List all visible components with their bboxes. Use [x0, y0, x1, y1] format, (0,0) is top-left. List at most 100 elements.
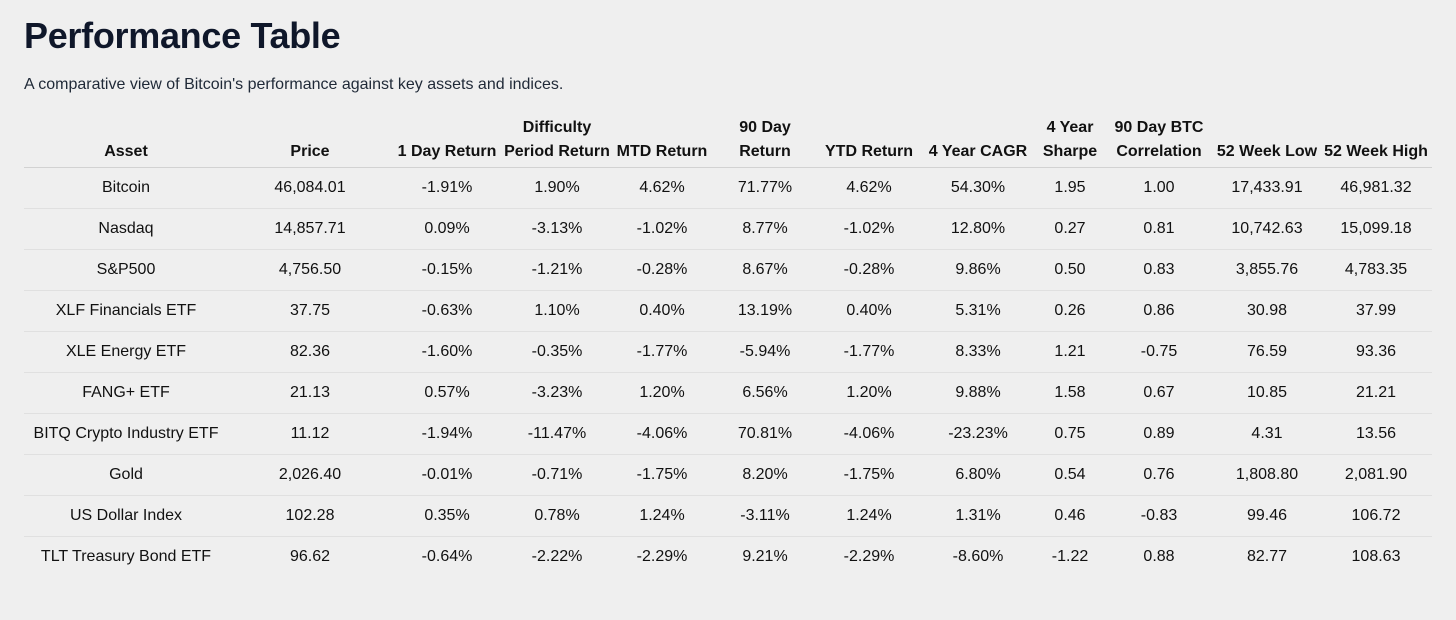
table-row: S&P500 4,756.50 -0.15% -1.21% -0.28% 8.6… — [24, 249, 1432, 291]
cell-asset: FANG+ ETF — [24, 372, 228, 414]
cell-4-year-sharpe: 0.46 — [1036, 495, 1104, 537]
cell-difficulty-period-return: -11.47% — [502, 413, 612, 455]
cell-ytd-return: -4.06% — [818, 413, 920, 455]
cell-4-year-cagr: 54.30% — [920, 167, 1036, 209]
col-52-week-high: 52 Week High — [1320, 116, 1432, 168]
table-row: XLF Financials ETF 37.75 -0.63% 1.10% 0.… — [24, 290, 1432, 332]
cell-90-day-btc-correlation: 0.86 — [1104, 290, 1214, 332]
cell-4-year-cagr: -8.60% — [952, 548, 1004, 565]
cell-52-week-high: 93.36 — [1320, 331, 1432, 373]
cell-price: 96.62 — [289, 548, 331, 565]
cell-52-week-low: 17,433.91 — [1214, 167, 1320, 209]
cell-1-day-return: -0.15% — [392, 249, 502, 291]
cell-difficulty-period-return: -0.35% — [502, 331, 612, 373]
cell-asset: XLF Financials ETF — [24, 290, 228, 332]
page-title: Performance Table — [24, 15, 341, 56]
cell-1-day-return: -0.01% — [392, 454, 502, 496]
cell-52-week-low: 99.46 — [1214, 495, 1320, 537]
cell-mtd-return: -0.28% — [612, 249, 712, 291]
table-row: BITQ Crypto Industry ETF 11.12 -1.94% -1… — [24, 413, 1432, 455]
cell-4-year-cagr: 8.33% — [920, 331, 1036, 373]
cell-1-day-return: -1.94% — [392, 413, 502, 455]
table-row: FANG+ ETF 21.13 0.57% -3.23% 1.20% 6.56%… — [24, 372, 1432, 414]
cell-asset: Nasdaq — [24, 208, 228, 250]
cell-1-day-return: 0.09% — [392, 208, 502, 250]
cell-52-week-low: 10.85 — [1214, 372, 1320, 414]
cell-asset: XLE Energy ETF — [24, 331, 228, 373]
cell-90-day-btc-correlation: 0.89 — [1104, 413, 1214, 455]
cell-52-week-high: 15,099.18 — [1320, 208, 1432, 250]
cell-90-day-return: 9.21% — [742, 548, 788, 565]
col-mtd-return: MTD Return — [612, 116, 712, 168]
cell-90-day-return: -5.94% — [712, 331, 818, 373]
cell-52-week-high: 46,981.32 — [1320, 167, 1432, 209]
col-90-day-return: 90 Day Return — [712, 116, 818, 168]
table-row: Gold 2,026.40 -0.01% -0.71% -1.75% 8.20%… — [24, 454, 1432, 496]
cell-4-year-sharpe: -1.22 — [1051, 548, 1089, 565]
cell-mtd-return: 1.24% — [612, 495, 712, 537]
cell-mtd-return: -4.06% — [612, 413, 712, 455]
table-row: US Dollar Index 102.28 0.35% 0.78% 1.24%… — [24, 495, 1432, 537]
cell-4-year-cagr: 9.88% — [920, 372, 1036, 414]
cell-52-week-low: 10,742.63 — [1214, 208, 1320, 250]
cell-90-day-return: 8.20% — [712, 454, 818, 496]
cell-90-day-return: 70.81% — [712, 413, 818, 455]
cell-4-year-cagr: 9.86% — [920, 249, 1036, 291]
cell-1-day-return: -1.60% — [392, 331, 502, 373]
col-4-year-cagr: 4 Year CAGR — [920, 116, 1036, 168]
col-52-week-low: 52 Week Low — [1214, 116, 1320, 168]
table-body: Bitcoin 46,084.01 -1.91% 1.90% 4.62% 71.… — [24, 167, 1432, 578]
cell-52-week-low: 4.31 — [1214, 413, 1320, 455]
cell-4-year-sharpe: 1.95 — [1036, 167, 1104, 209]
cell-4-year-sharpe: 0.26 — [1036, 290, 1104, 332]
table-row: TLT Treasury Bond ETF 96.62 -0.64% -2.22… — [24, 537, 1432, 578]
cell-price: 37.75 — [228, 290, 392, 332]
cell-4-year-cagr: 1.31% — [920, 495, 1036, 537]
cell-asset: Bitcoin — [24, 167, 228, 209]
cell-52-week-high: 4,783.35 — [1320, 249, 1432, 291]
col-difficulty-period-return: Difficulty Period Return — [502, 116, 612, 168]
col-asset: Asset — [24, 116, 228, 168]
cell-4-year-sharpe: 0.27 — [1036, 208, 1104, 250]
cell-90-day-btc-correlation: -0.83 — [1104, 495, 1214, 537]
cell-90-day-btc-correlation: 0.76 — [1104, 454, 1214, 496]
cell-ytd-return: 0.40% — [818, 290, 920, 332]
cell-52-week-high: 21.21 — [1320, 372, 1432, 414]
cell-mtd-return: 0.40% — [612, 290, 712, 332]
cell-ytd-return: 4.62% — [818, 167, 920, 209]
cell-1-day-return: -0.64% — [421, 548, 473, 565]
cell-price: 14,857.71 — [228, 208, 392, 250]
cell-price: 82.36 — [228, 331, 392, 373]
cell-4-year-sharpe: 0.75 — [1036, 413, 1104, 455]
cell-asset: Gold — [24, 454, 228, 496]
cell-asset: TLT Treasury Bond ETF — [40, 548, 212, 565]
cell-difficulty-period-return: -2.22% — [531, 548, 583, 565]
cell-difficulty-period-return: -3.13% — [502, 208, 612, 250]
col-price: Price — [228, 116, 392, 168]
cell-90-day-return: -3.11% — [712, 495, 818, 537]
cell-1-day-return: 0.57% — [392, 372, 502, 414]
col-4-year-sharpe: 4 Year Sharpe — [1036, 116, 1104, 168]
page-subtitle: A comparative view of Bitcoin's performa… — [24, 76, 564, 93]
cell-price: 11.12 — [228, 413, 392, 455]
table-row: XLE Energy ETF 82.36 -1.60% -0.35% -1.77… — [24, 331, 1432, 373]
cell-4-year-sharpe: 0.54 — [1036, 454, 1104, 496]
cell-mtd-return: -1.75% — [612, 454, 712, 496]
cell-1-day-return: -0.63% — [392, 290, 502, 332]
cell-90-day-btc-correlation: 0.88 — [1143, 548, 1175, 565]
cell-52-week-low: 76.59 — [1214, 331, 1320, 373]
cell-difficulty-period-return: 1.90% — [502, 167, 612, 209]
cell-ytd-return: -2.29% — [843, 548, 895, 565]
cell-1-day-return: 0.35% — [392, 495, 502, 537]
cell-52-week-low: 1,808.80 — [1214, 454, 1320, 496]
cell-price: 102.28 — [228, 495, 392, 537]
cell-ytd-return: 1.20% — [818, 372, 920, 414]
cell-52-week-high: 2,081.90 — [1320, 454, 1432, 496]
cell-90-day-return: 71.77% — [712, 167, 818, 209]
cell-difficulty-period-return: 0.78% — [502, 495, 612, 537]
cell-90-day-btc-correlation: 1.00 — [1104, 167, 1214, 209]
cell-price: 46,084.01 — [228, 167, 392, 209]
cell-90-day-return: 8.77% — [712, 208, 818, 250]
cell-asset: BITQ Crypto Industry ETF — [24, 413, 228, 455]
cell-4-year-sharpe: 1.21 — [1036, 331, 1104, 373]
